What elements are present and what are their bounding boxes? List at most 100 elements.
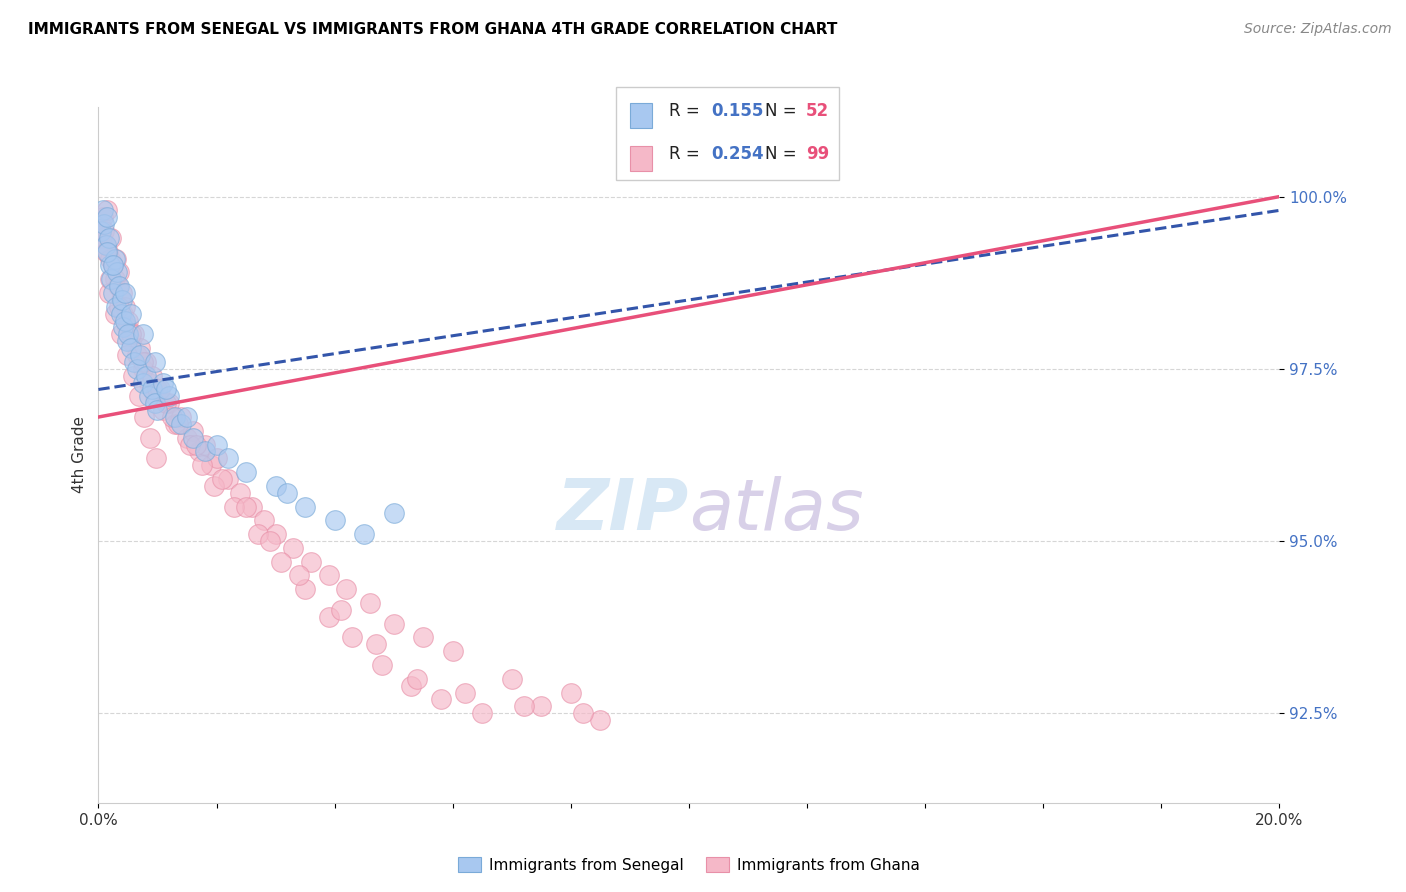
Point bbox=[146, 383, 169, 397]
Point bbox=[205, 437, 228, 451]
Point bbox=[253, 513, 276, 527]
Point bbox=[299, 555, 322, 569]
Point bbox=[155, 383, 177, 397]
Point bbox=[138, 376, 160, 390]
Point bbox=[91, 203, 114, 218]
Point bbox=[318, 568, 340, 582]
Point bbox=[453, 685, 475, 699]
Point bbox=[229, 485, 252, 500]
Point bbox=[194, 437, 217, 451]
Point bbox=[115, 320, 138, 334]
Point bbox=[170, 417, 193, 431]
Point bbox=[110, 327, 132, 342]
Point bbox=[103, 286, 125, 301]
Point bbox=[96, 203, 118, 218]
Point bbox=[98, 231, 121, 245]
Text: R =: R = bbox=[669, 102, 706, 120]
Point bbox=[270, 555, 292, 569]
Point bbox=[430, 692, 453, 706]
Text: Source: ZipAtlas.com: Source: ZipAtlas.com bbox=[1244, 22, 1392, 37]
Point bbox=[353, 527, 375, 541]
Point bbox=[91, 211, 114, 225]
Point bbox=[184, 437, 207, 451]
Point bbox=[98, 252, 121, 266]
Point bbox=[501, 672, 523, 686]
Point bbox=[122, 355, 145, 369]
Legend: Immigrants from Senegal, Immigrants from Ghana: Immigrants from Senegal, Immigrants from… bbox=[451, 850, 927, 879]
Text: R =: R = bbox=[669, 145, 706, 163]
Point bbox=[211, 472, 233, 486]
Point bbox=[122, 327, 145, 342]
Point bbox=[235, 500, 257, 514]
Point bbox=[530, 699, 553, 714]
Point bbox=[288, 568, 311, 582]
Point bbox=[259, 534, 281, 549]
Point bbox=[323, 513, 346, 527]
Point bbox=[114, 286, 136, 301]
Point bbox=[170, 410, 193, 425]
Point bbox=[283, 541, 305, 555]
Point bbox=[105, 252, 128, 266]
Point bbox=[318, 609, 340, 624]
Point bbox=[364, 637, 387, 651]
Point bbox=[202, 479, 225, 493]
Point bbox=[512, 699, 534, 714]
Y-axis label: 4th Grade: 4th Grade bbox=[72, 417, 87, 493]
Point bbox=[165, 410, 187, 425]
Point bbox=[240, 500, 263, 514]
Point bbox=[128, 348, 150, 362]
Point bbox=[179, 437, 201, 451]
Point bbox=[132, 327, 155, 342]
Point bbox=[224, 500, 246, 514]
Point bbox=[98, 286, 121, 301]
Point bbox=[235, 465, 257, 479]
Text: IMMIGRANTS FROM SENEGAL VS IMMIGRANTS FROM GHANA 4TH GRADE CORRELATION CHART: IMMIGRANTS FROM SENEGAL VS IMMIGRANTS FR… bbox=[28, 22, 838, 37]
Point bbox=[167, 417, 190, 431]
Text: 0.254: 0.254 bbox=[711, 145, 763, 163]
Point bbox=[187, 444, 209, 458]
Point bbox=[111, 286, 134, 301]
Text: ZIP: ZIP bbox=[557, 476, 689, 545]
Point bbox=[100, 231, 122, 245]
Point bbox=[94, 244, 117, 259]
Point bbox=[134, 410, 156, 425]
Point bbox=[165, 417, 187, 431]
Point bbox=[103, 259, 125, 273]
Point bbox=[359, 596, 381, 610]
Point bbox=[110, 293, 132, 307]
Point bbox=[108, 300, 131, 314]
Point bbox=[121, 368, 143, 383]
Point bbox=[120, 327, 142, 342]
Point bbox=[104, 307, 127, 321]
Point bbox=[105, 265, 128, 279]
Point bbox=[143, 355, 166, 369]
Point bbox=[406, 672, 429, 686]
Point bbox=[342, 631, 364, 645]
Point bbox=[149, 383, 172, 397]
Point bbox=[93, 224, 115, 238]
Point bbox=[96, 244, 118, 259]
Text: 52: 52 bbox=[806, 102, 828, 120]
Point bbox=[294, 500, 316, 514]
Point bbox=[110, 307, 132, 321]
Point bbox=[329, 603, 352, 617]
Point bbox=[138, 389, 160, 403]
Text: N =: N = bbox=[765, 145, 801, 163]
Point bbox=[382, 616, 405, 631]
Point bbox=[128, 389, 150, 403]
Text: 99: 99 bbox=[806, 145, 830, 163]
Point bbox=[152, 376, 174, 390]
Point bbox=[114, 313, 136, 327]
Text: atlas: atlas bbox=[689, 476, 863, 545]
Point bbox=[120, 307, 142, 321]
Point bbox=[217, 472, 239, 486]
Point bbox=[143, 389, 166, 403]
Point bbox=[112, 320, 135, 334]
Point bbox=[176, 410, 198, 425]
Point bbox=[143, 396, 166, 410]
Point bbox=[96, 211, 118, 225]
Point bbox=[108, 265, 131, 279]
Point bbox=[589, 713, 612, 727]
Point bbox=[560, 685, 582, 699]
Point bbox=[98, 259, 121, 273]
